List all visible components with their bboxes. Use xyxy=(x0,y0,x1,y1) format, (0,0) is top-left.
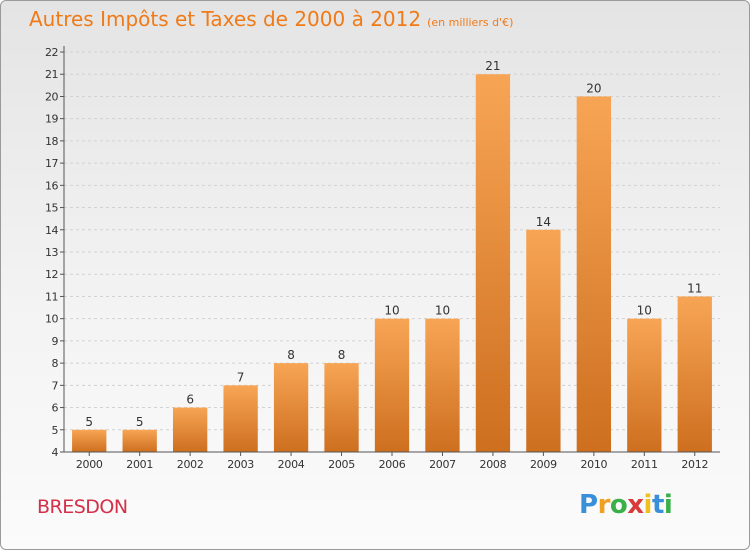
y-tick-label: 17 xyxy=(45,157,58,170)
y-tick-label: 8 xyxy=(52,357,59,370)
data-label-2011: 10 xyxy=(637,304,652,318)
data-label-2002: 6 xyxy=(186,393,194,407)
data-label-2000: 5 xyxy=(85,415,93,429)
bar-2001 xyxy=(122,429,157,452)
y-tick-label: 13 xyxy=(45,246,58,259)
y-tick-label: 21 xyxy=(45,68,58,81)
data-label-2012: 11 xyxy=(687,281,702,295)
x-tick-label-2000: 2000 xyxy=(76,458,103,471)
data-label-2009: 14 xyxy=(536,215,551,229)
bar-2012 xyxy=(677,296,712,452)
data-label-2004: 8 xyxy=(287,348,295,362)
y-tick-label: 19 xyxy=(45,113,58,126)
y-tick-label: 20 xyxy=(45,90,58,103)
x-tick-label-2007: 2007 xyxy=(429,458,456,471)
x-tick-label-2006: 2006 xyxy=(379,458,406,471)
bar-2003 xyxy=(223,385,258,452)
data-label-2010: 20 xyxy=(586,81,601,95)
chart-unit-label: (en milliers d'€) xyxy=(427,16,514,29)
logo-letter: r xyxy=(597,490,611,520)
x-tick-label-2005: 2005 xyxy=(328,458,355,471)
commune-name: BRESDON xyxy=(37,496,128,518)
x-tick-label-2011: 2011 xyxy=(631,458,658,471)
bar-2011 xyxy=(627,318,662,452)
y-tick-label: 11 xyxy=(45,290,58,303)
bar-2005 xyxy=(324,363,359,452)
y-tick-label: 7 xyxy=(52,379,59,392)
bar-2007 xyxy=(425,318,460,452)
y-tick-label: 14 xyxy=(45,224,58,237)
bar-2006 xyxy=(374,318,410,452)
data-label-2008: 21 xyxy=(485,59,500,73)
x-tick-label-2008: 2008 xyxy=(480,458,507,471)
x-tick-label-2003: 2003 xyxy=(227,458,254,471)
data-label-2006: 10 xyxy=(384,304,399,318)
y-tick-label: 9 xyxy=(52,335,59,348)
logo-letter: o xyxy=(609,490,628,520)
y-tick-label: 22 xyxy=(45,46,58,59)
logo-letter: t xyxy=(651,490,664,520)
x-tick-label-2009: 2009 xyxy=(530,458,557,471)
bar-2002 xyxy=(172,407,208,452)
data-label-2001: 5 xyxy=(136,415,144,429)
x-tick-label-2002: 2002 xyxy=(177,458,204,471)
proxiti-logo[interactable]: Proxiti xyxy=(579,490,673,520)
logo-letter: P xyxy=(579,490,598,520)
x-tick-label-2004: 2004 xyxy=(278,458,305,471)
x-axis: 2000 2001 2002 2003 2004 2005 2006 2007 2008 2009… xyxy=(64,451,720,471)
bar-2000 xyxy=(72,429,107,452)
y-tick-label: 12 xyxy=(45,268,58,281)
logo-letter: x xyxy=(627,490,644,520)
x-tick-label-2012: 2012 xyxy=(681,458,708,471)
bar-2009 xyxy=(526,229,561,452)
y-tick-label: 4 xyxy=(52,446,59,459)
data-label-2005: 8 xyxy=(338,348,346,362)
y-tick-label: 5 xyxy=(52,424,59,437)
y-axis: 4 5 6 7 8 9 10 11 12 13 14 15 16 17 18 19 20 21 22 xyxy=(45,46,65,459)
bar-2008 xyxy=(475,74,511,452)
x-tick-label-2001: 2001 xyxy=(126,458,153,471)
y-tick-label: 10 xyxy=(45,313,58,326)
logo-letter: i xyxy=(643,490,653,520)
chart-title-text: Autres Impôts et Taxes de 2000 à 2012 xyxy=(29,7,422,31)
bars: 5 5 6 7 8 8 10 10 21 14 20 10 11 xyxy=(72,59,712,452)
y-tick-label: 15 xyxy=(45,202,58,215)
x-tick-label-2010: 2010 xyxy=(580,458,607,471)
y-tick-label: 18 xyxy=(45,135,58,148)
bar-2004 xyxy=(273,363,309,452)
data-label-2003: 7 xyxy=(237,370,245,384)
data-label-2007: 10 xyxy=(435,304,450,318)
bar-2010 xyxy=(576,96,612,452)
chart-title: Autres Impôts et Taxes de 2000 à 2012 (en… xyxy=(29,7,513,31)
logo-letter: i xyxy=(663,490,673,520)
y-tick-label: 16 xyxy=(45,179,58,192)
y-tick-label: 6 xyxy=(52,402,59,415)
